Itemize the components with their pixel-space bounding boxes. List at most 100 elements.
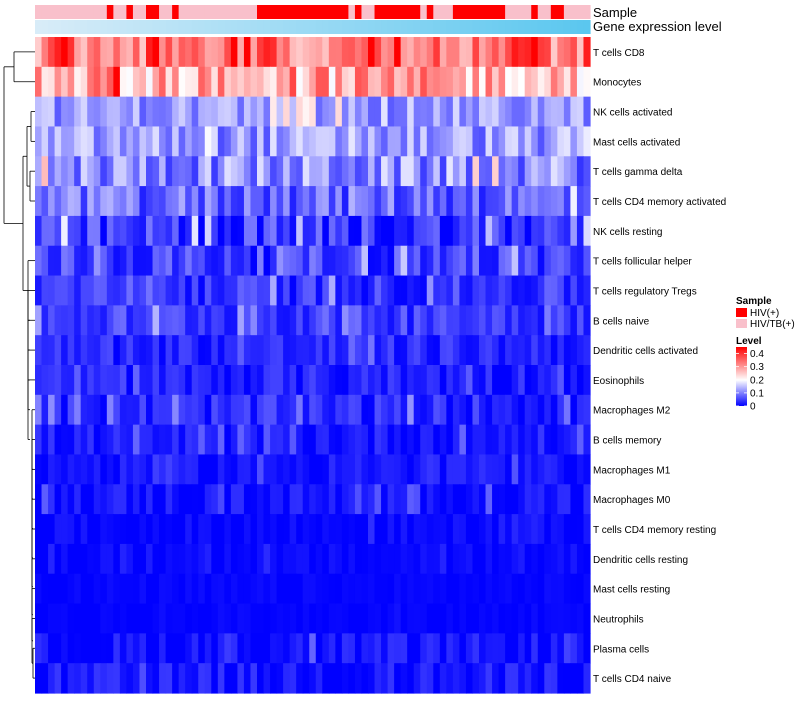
heatmap-cell	[309, 633, 317, 664]
heatmap-cell	[74, 96, 82, 128]
heatmap-cell	[106, 305, 114, 336]
heatmap-cell	[257, 186, 265, 217]
heatmap-cell	[139, 215, 147, 247]
heatmap-cell	[61, 186, 69, 217]
heatmap-cell	[479, 365, 487, 396]
heatmap-cell	[237, 37, 245, 68]
heatmap-cell	[557, 37, 565, 68]
heatmap-cell	[309, 215, 317, 247]
heatmap-cell	[302, 365, 310, 396]
heatmap-cell	[74, 543, 82, 575]
heatmap-cell	[505, 454, 513, 485]
heatmap-cell	[544, 305, 552, 336]
heatmap-cell	[557, 126, 565, 157]
heatmap-cell	[544, 126, 552, 157]
heatmap-cell	[446, 126, 454, 157]
heatmap-cell	[498, 573, 506, 605]
heatmap-cell	[472, 245, 480, 277]
heatmap-cell	[387, 96, 395, 128]
heatmap-cell	[283, 186, 291, 217]
heatmap-cell	[563, 633, 572, 664]
heatmap-cell	[178, 96, 186, 128]
heatmap-cell	[537, 305, 545, 336]
heatmap-cell	[67, 126, 75, 157]
heatmap-cell	[296, 126, 304, 157]
heatmap-cell	[67, 603, 75, 634]
heatmap-cell	[230, 603, 239, 634]
heatmap-cell	[465, 37, 474, 68]
heatmap-cell	[276, 215, 284, 247]
heatmap-cell	[387, 603, 395, 634]
heatmap-cell	[35, 215, 43, 247]
heatmap-cell	[413, 156, 421, 187]
heatmap-cell	[498, 156, 506, 187]
heatmap-cell	[146, 484, 154, 515]
sample-annotation-cell	[152, 5, 160, 19]
heatmap-cell	[498, 633, 506, 664]
heatmap-cell	[132, 663, 141, 694]
heatmap-cell	[446, 514, 454, 545]
heatmap-cell	[361, 603, 369, 634]
heatmap-cell	[439, 96, 447, 128]
heatmap-cell	[224, 424, 232, 456]
heatmap-cell	[479, 394, 487, 426]
heatmap-cell	[315, 633, 323, 664]
heatmap-cell	[563, 126, 572, 157]
heatmap-cell	[257, 66, 265, 98]
heatmap-cell	[557, 186, 565, 217]
heatmap-cell	[289, 275, 297, 306]
heatmap-cell	[531, 603, 539, 634]
heatmap-cell	[100, 156, 108, 187]
heatmap-cell	[439, 365, 447, 396]
heatmap-cell	[407, 543, 415, 575]
heatmap-cell	[80, 335, 88, 366]
heatmap-cell	[381, 37, 389, 68]
heatmap-cell	[563, 305, 572, 336]
heatmap-cell	[113, 275, 121, 306]
heatmap-cell	[211, 543, 219, 575]
heatmap-cell	[191, 633, 199, 664]
heatmap-cell	[263, 424, 271, 456]
heatmap-cell	[485, 424, 493, 456]
heatmap-cell	[368, 215, 376, 247]
heatmap-cell	[276, 126, 284, 157]
heatmap-cell	[61, 663, 69, 694]
sample-annotation-cell	[413, 5, 421, 19]
sample-annotation-cell	[224, 5, 232, 19]
heatmap-cell	[426, 454, 434, 485]
heatmap-cell	[100, 96, 108, 128]
heatmap-cell	[106, 215, 114, 247]
heatmap-cell	[420, 543, 428, 575]
heatmap-cell	[257, 305, 265, 336]
heatmap-cell	[191, 573, 199, 605]
heatmap-cell	[302, 305, 310, 336]
heatmap-cell	[54, 603, 62, 634]
heatmap-cell	[217, 365, 225, 396]
row-label: Neutrophils	[593, 614, 644, 625]
heatmap-cell	[230, 275, 239, 306]
heatmap-cell	[459, 215, 467, 247]
sample-annotation-cell	[381, 5, 389, 19]
heatmap-cell	[178, 365, 186, 396]
heatmap-cell	[191, 365, 199, 396]
heatmap-cell	[159, 514, 167, 545]
heatmap-cell	[518, 335, 526, 366]
heatmap-cell	[74, 424, 82, 456]
heatmap-cell	[381, 96, 389, 128]
sample-annotation-cell	[446, 5, 454, 19]
heatmap-cell	[257, 245, 265, 277]
heatmap-cell	[433, 215, 441, 247]
heatmap-cell	[178, 484, 186, 515]
sample-annotation-cell	[322, 5, 330, 19]
heatmap-cell	[498, 96, 506, 128]
heatmap-cell	[550, 394, 558, 426]
heatmap-cell	[139, 156, 147, 187]
heatmap-cell	[498, 126, 506, 157]
heatmap-cell	[67, 186, 75, 217]
heatmap-cell	[159, 66, 167, 98]
heatmap-cell	[459, 484, 467, 515]
heatmap-cell	[485, 186, 493, 217]
heatmap-cell	[563, 66, 572, 98]
heatmap-cell	[322, 514, 330, 545]
heatmap-cell	[472, 663, 480, 694]
